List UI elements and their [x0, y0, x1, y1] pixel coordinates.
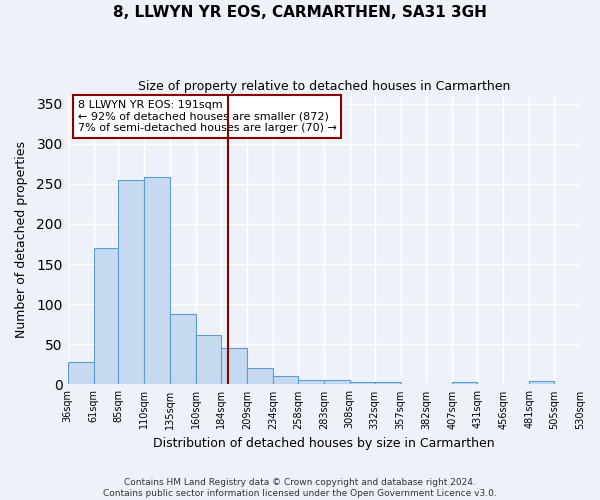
Text: 8 LLWYN YR EOS: 191sqm
← 92% of detached houses are smaller (872)
7% of semi-det: 8 LLWYN YR EOS: 191sqm ← 92% of detached… — [78, 100, 337, 133]
Title: Size of property relative to detached houses in Carmarthen: Size of property relative to detached ho… — [137, 80, 510, 93]
Bar — [324, 380, 350, 384]
Y-axis label: Number of detached properties: Number of detached properties — [15, 142, 28, 338]
Text: Contains HM Land Registry data © Crown copyright and database right 2024.
Contai: Contains HM Land Registry data © Crown c… — [103, 478, 497, 498]
Bar — [221, 348, 247, 385]
Bar — [374, 382, 401, 384]
Text: 8, LLWYN YR EOS, CARMARTHEN, SA31 3GH: 8, LLWYN YR EOS, CARMARTHEN, SA31 3GH — [113, 5, 487, 20]
Bar — [350, 382, 374, 384]
Bar — [529, 381, 554, 384]
Bar — [118, 180, 145, 384]
Bar — [94, 248, 118, 384]
Bar — [273, 376, 298, 384]
Bar — [196, 334, 221, 384]
Bar — [68, 362, 94, 384]
Bar — [247, 368, 273, 384]
Bar — [170, 314, 196, 384]
Bar — [145, 176, 170, 384]
Bar — [452, 382, 478, 384]
Bar — [298, 380, 324, 384]
X-axis label: Distribution of detached houses by size in Carmarthen: Distribution of detached houses by size … — [153, 437, 494, 450]
